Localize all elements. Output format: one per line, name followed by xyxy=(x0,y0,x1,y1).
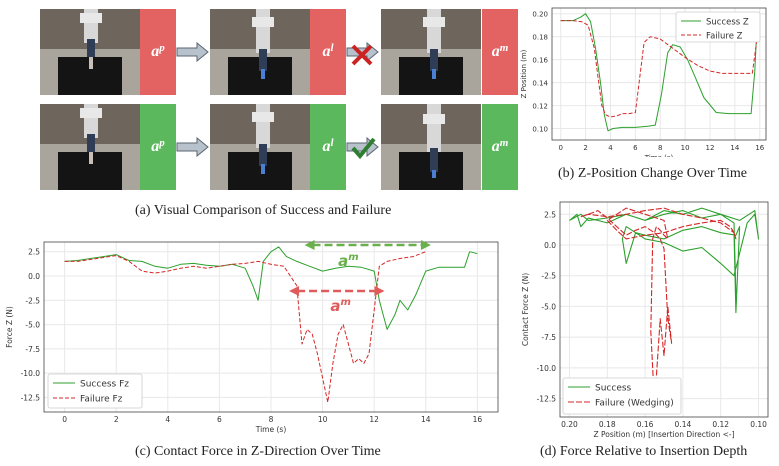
x-tick-label: 0.18 xyxy=(599,420,616,429)
x-tick-label: 14 xyxy=(421,415,431,424)
series-line-success-fz xyxy=(64,246,478,330)
x-tick-label: 12 xyxy=(369,415,379,424)
x-axis-label: Time (s) xyxy=(255,425,287,434)
legend-label: Failure (Wedging) xyxy=(595,399,674,409)
arrow-head-right-icon xyxy=(420,240,431,250)
y-tick-label: -2.5 xyxy=(25,296,40,305)
x-tick-label: 16 xyxy=(473,415,483,424)
y-tick-label: -7.5 xyxy=(541,333,556,342)
chart-z-position: 0 2 4 6 8 10 12 14 16 0.10 0.12 0.14 0.16 0.18 0.20 Tim… xyxy=(520,7,767,157)
robot-photo xyxy=(381,104,481,190)
series-line-failure-wedging- xyxy=(580,207,737,406)
y-axis-label: Contact Force Z (N) xyxy=(521,273,530,346)
x-axis-label: Z Position (m) [Insertion Direction <-] xyxy=(593,430,734,439)
plot-frame xyxy=(43,241,499,413)
y-tick-label: -5.0 xyxy=(25,321,40,330)
caption-panel-c: (c) Contact Force in Z-Direction Over Ti… xyxy=(135,444,381,459)
y-tick-label: 0.18 xyxy=(532,34,548,42)
y-tick-label: 0.14 xyxy=(532,80,548,88)
legend-label: Failure Z xyxy=(706,32,743,42)
caption-panel-b: (b) Z-Position Change Over Time xyxy=(558,166,747,181)
y-tick-label: -12.5 xyxy=(21,393,41,402)
y-tick-label: 0.20 xyxy=(532,11,548,19)
robot-photo xyxy=(40,104,140,190)
x-tick-label: 2 xyxy=(583,144,587,152)
x-tick-label: 14 xyxy=(730,144,739,152)
y-tick-label: -2.5 xyxy=(541,272,556,281)
robot-photo xyxy=(40,9,140,95)
legend-label: Success Z xyxy=(706,18,749,28)
y-tick-label: -5.0 xyxy=(541,302,556,311)
x-tick-label: 6 xyxy=(633,144,638,152)
robot-photo xyxy=(210,104,310,190)
x-tick-label: 12 xyxy=(706,144,715,152)
checkmark-icon xyxy=(351,137,376,160)
robot-photo xyxy=(210,9,310,95)
chart-contact-force-time: 0 2 4 6 8 10 12 14 16 2.5 0.0 -2.5 -5.0 -7.5 -10.0 -12.… xyxy=(5,240,499,434)
annotation-label: am xyxy=(330,297,351,315)
y-tick-label: 0.0 xyxy=(28,272,40,281)
robot-photo xyxy=(381,9,481,95)
y-tick-label: -10.0 xyxy=(21,369,41,378)
legend-box xyxy=(562,377,682,415)
x-tick-label: 0.10 xyxy=(750,420,767,429)
legend-label: Failure Fz xyxy=(80,395,123,405)
y-tick-label: -7.5 xyxy=(25,345,40,354)
arrow-right-icon xyxy=(176,137,209,157)
x-tick-label: 0.14 xyxy=(675,420,692,429)
x-tick-label: 0 xyxy=(558,144,562,152)
series-line-success xyxy=(569,207,760,314)
x-tick-label: 10 xyxy=(681,144,690,152)
arrow-head-right-icon xyxy=(374,286,385,296)
arrow-head-left-icon xyxy=(289,286,300,296)
plot-frame xyxy=(559,201,769,418)
x-tick-label: 0.16 xyxy=(637,420,654,429)
y-tick-label: 0.10 xyxy=(532,126,548,134)
annotation-label-sup: m xyxy=(340,297,350,308)
y-axis-label: Z Position (m) xyxy=(520,49,528,98)
annotation-label-sup: m xyxy=(348,252,358,263)
x-tick-label: 0 xyxy=(62,415,67,424)
x-axis-label: Time (s) xyxy=(644,154,674,157)
arrow-right-icon xyxy=(176,42,209,62)
series-line-failure-fz xyxy=(64,251,426,403)
y-axis-label: Force Z (N) xyxy=(5,306,14,348)
legend-label: Success xyxy=(595,384,632,394)
y-tick-label: 2.5 xyxy=(28,248,40,257)
y-tick-label: 0.16 xyxy=(532,57,548,65)
x-tick-label: 4 xyxy=(608,144,613,152)
arrow-head-left-icon xyxy=(304,240,315,250)
series-line-success-z xyxy=(560,13,758,132)
x-tick-label: 6 xyxy=(217,415,222,424)
x-tick-label: 4 xyxy=(165,415,170,424)
legend-label: Success Fz xyxy=(80,380,129,390)
chart-force-vs-depth: 0.20 0.18 0.16 0.14 0.12 0.10 2.5 0.0 -2.5 -5.0 -7… xyxy=(521,201,769,439)
x-tick-label: 2 xyxy=(114,415,119,424)
x-tick-label: 10 xyxy=(318,415,328,424)
x-tick-label: 0.12 xyxy=(712,420,729,429)
y-tick-label: -12.5 xyxy=(537,395,557,404)
caption-panel-a: (a) Visual Comparison of Success and Fai… xyxy=(135,203,392,218)
y-tick-label: 2.5 xyxy=(544,210,556,219)
y-tick-label: -10.0 xyxy=(537,364,557,373)
y-tick-label: 0.12 xyxy=(532,103,548,111)
plot-frame xyxy=(551,7,767,141)
cross-icon xyxy=(351,44,373,66)
x-tick-label: 16 xyxy=(755,144,764,152)
caption-panel-d: (d) Force Relative to Insertion Depth xyxy=(540,444,748,459)
x-tick-label: 8 xyxy=(658,144,662,152)
y-tick-label: 0.0 xyxy=(544,241,556,250)
x-tick-label: 0.20 xyxy=(561,420,578,429)
x-tick-label: 8 xyxy=(269,415,274,424)
series-line-failure-z xyxy=(560,20,758,118)
